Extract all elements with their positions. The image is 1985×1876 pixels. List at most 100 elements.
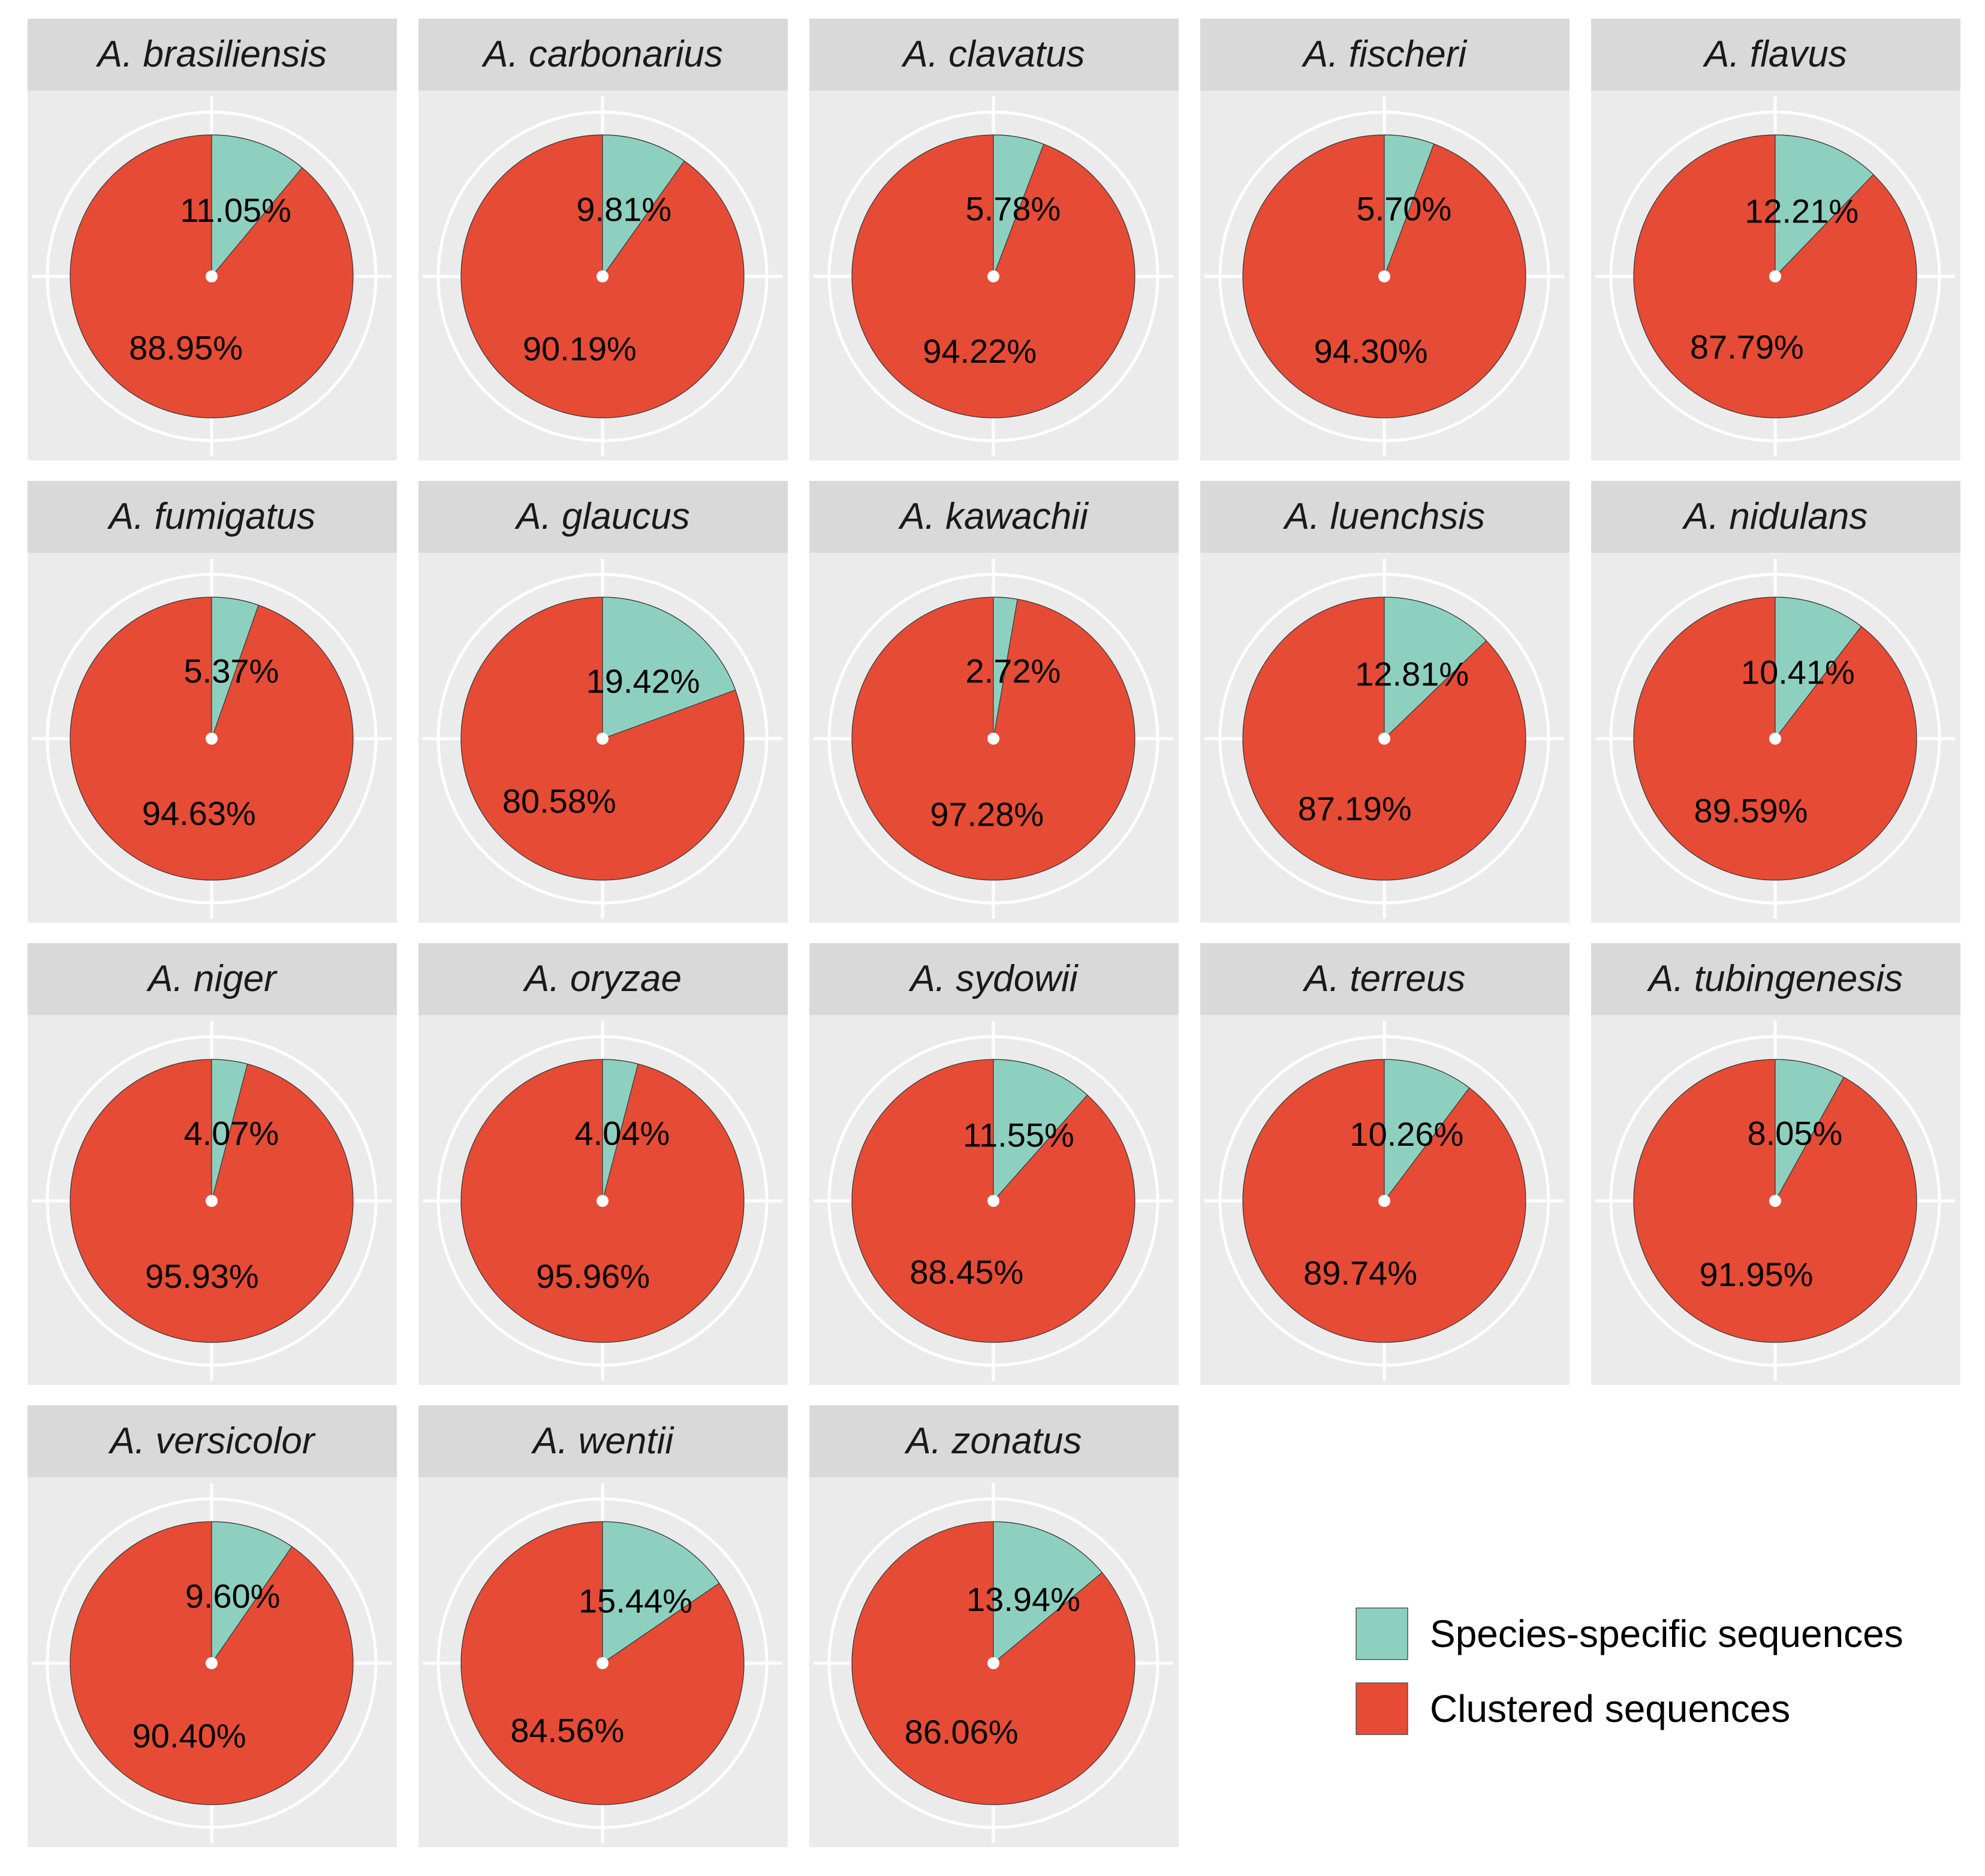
label-species-specific: 4.07% bbox=[184, 1115, 279, 1152]
label-clustered: 95.96% bbox=[536, 1257, 650, 1295]
facet-title: A. terreus bbox=[1302, 958, 1466, 999]
panels-layer: A. brasiliensis 11.05% 88.95% A. carbonariu… bbox=[28, 19, 1960, 1847]
facet-title: A. flavus bbox=[1702, 34, 1847, 75]
facet-strip bbox=[28, 943, 397, 1015]
pie-panel-a-sydowii: A. sydowii 11.55% 88.45% bbox=[809, 943, 1179, 1385]
slice-species-specific bbox=[993, 134, 1044, 277]
label-clustered: 94.63% bbox=[142, 794, 256, 832]
label-clustered: 90.19% bbox=[523, 330, 637, 368]
slice-species-specific bbox=[993, 1059, 1088, 1202]
pie-panel-a-wentii: A. wentii 15.44% 84.56% bbox=[418, 1405, 788, 1847]
center-dot bbox=[206, 270, 218, 282]
label-clustered: 97.28% bbox=[930, 796, 1044, 833]
label-clustered: 94.30% bbox=[1314, 332, 1428, 370]
slice-species-specific bbox=[1384, 1059, 1470, 1202]
facet-title: A. niger bbox=[146, 958, 278, 999]
label-species-specific: 5.70% bbox=[1357, 190, 1452, 228]
label-species-specific: 9.60% bbox=[185, 1577, 281, 1615]
facet-strip bbox=[809, 943, 1179, 1015]
pie-panel-a-luenchsis: A. luenchsis 12.81% 87.19% bbox=[1200, 481, 1570, 923]
label-clustered: 88.95% bbox=[129, 329, 243, 367]
center-dot bbox=[597, 1195, 609, 1207]
facet-title: A. glaucus bbox=[514, 496, 690, 537]
label-species-specific: 13.94% bbox=[966, 1580, 1080, 1618]
slice-species-specific bbox=[1384, 134, 1435, 277]
pie-panel-a-kawachii: A. kawachii 2.72% 97.28% bbox=[809, 481, 1179, 923]
label-clustered: 94.22% bbox=[923, 332, 1037, 370]
facet-title: A. tubingenesis bbox=[1646, 958, 1903, 999]
center-dot bbox=[597, 733, 609, 745]
label-species-specific: 2.72% bbox=[966, 652, 1061, 690]
label-clustered: 90.40% bbox=[132, 1717, 246, 1754]
facet-title: A. nidulans bbox=[1682, 496, 1868, 537]
facet-strip bbox=[1200, 481, 1570, 553]
label-species-specific: 10.41% bbox=[1741, 653, 1855, 691]
slice-species-specific bbox=[602, 1521, 720, 1664]
pie-panel-a-versicolor: A. versicolor 9.60% 90.40% bbox=[28, 1405, 397, 1847]
facet-strip bbox=[28, 19, 397, 91]
label-clustered: 84.56% bbox=[510, 1712, 624, 1749]
slice-species-specific bbox=[211, 1521, 293, 1664]
center-dot bbox=[206, 1657, 218, 1669]
facet-strip bbox=[28, 481, 397, 553]
label-species-specific: 11.05% bbox=[180, 191, 291, 229]
center-dot bbox=[1378, 1195, 1390, 1207]
pie-panel-a-carbonarius: A. carbonarius 9.81% 90.19% bbox=[418, 19, 788, 460]
legend-key-clustered bbox=[1356, 1682, 1408, 1735]
facet-strip bbox=[418, 19, 788, 91]
center-dot bbox=[206, 733, 218, 745]
label-species-specific: 19.42% bbox=[586, 662, 700, 700]
slice-species-specific bbox=[993, 597, 1018, 739]
label-species-specific: 12.21% bbox=[1745, 192, 1859, 230]
facet-strip bbox=[1200, 943, 1570, 1015]
label-species-specific: 15.44% bbox=[579, 1582, 692, 1620]
label-clustered: 88.45% bbox=[909, 1253, 1023, 1291]
label-clustered: 95.93% bbox=[145, 1257, 259, 1295]
slice-species-specific bbox=[1384, 597, 1487, 740]
facet-strip bbox=[1591, 19, 1960, 91]
center-dot bbox=[597, 270, 609, 282]
legend-label-clustered: Clustered sequences bbox=[1430, 1687, 1790, 1730]
label-clustered: 91.95% bbox=[1700, 1255, 1814, 1293]
label-clustered: 80.58% bbox=[502, 782, 616, 820]
slice-species-specific bbox=[993, 1521, 1103, 1664]
facet-strip bbox=[418, 943, 788, 1015]
facet-strip bbox=[1591, 481, 1960, 553]
slice-species-specific bbox=[1775, 134, 1874, 278]
facet-title: A. clavatus bbox=[900, 34, 1085, 75]
slice-species-specific bbox=[602, 597, 736, 739]
label-clustered: 89.74% bbox=[1303, 1254, 1417, 1292]
pie-panel-a-terreus: A. terreus 10.26% 89.74% bbox=[1200, 943, 1570, 1385]
facet-title: A. fischeri bbox=[1301, 34, 1468, 75]
pie-panel-a-fischeri: A. fischeri 5.70% 94.30% bbox=[1200, 19, 1570, 460]
facet-title: A. wentii bbox=[531, 1420, 675, 1462]
slice-species-specific bbox=[602, 1059, 639, 1202]
facet-title: A. kawachii bbox=[897, 496, 1089, 537]
facet-title: A. oryzae bbox=[522, 958, 682, 999]
pie-panel-a-oryzae: A. oryzae 4.04% 95.96% bbox=[418, 943, 788, 1385]
facet-title: A. versicolor bbox=[107, 1420, 315, 1462]
label-clustered: 86.06% bbox=[905, 1713, 1019, 1751]
facet-strip bbox=[418, 481, 788, 553]
label-species-specific: 8.05% bbox=[1748, 1115, 1843, 1152]
legend-label-species-specific: Species-specific sequences bbox=[1430, 1612, 1903, 1655]
pie-panel-a-niger: A. niger 4.07% 95.93% bbox=[28, 943, 397, 1385]
facet-strip bbox=[809, 19, 1179, 91]
label-species-specific: 10.26% bbox=[1350, 1115, 1463, 1153]
pie-panel-a-glaucus: A. glaucus 19.42% 80.58% bbox=[418, 481, 788, 923]
facet-strip bbox=[28, 1405, 397, 1477]
legend: Species-specific sequences Clustered seq… bbox=[1356, 1607, 1903, 1735]
facet-title: A. carbonarius bbox=[481, 34, 723, 75]
slice-species-specific bbox=[211, 1059, 248, 1202]
center-dot bbox=[987, 1195, 999, 1207]
legend-key-species-specific bbox=[1356, 1607, 1408, 1660]
facet-title: A. sydowii bbox=[908, 958, 1079, 999]
center-dot bbox=[987, 733, 999, 745]
slice-species-specific bbox=[211, 134, 303, 278]
facet-title: A. zonatus bbox=[904, 1420, 1082, 1462]
pie-panel-a-zonatus: A. zonatus 13.94% 86.06% bbox=[809, 1405, 1179, 1847]
center-dot bbox=[1378, 733, 1390, 745]
facet-title: A. fumigatus bbox=[107, 496, 316, 537]
label-species-specific: 12.81% bbox=[1355, 655, 1469, 692]
